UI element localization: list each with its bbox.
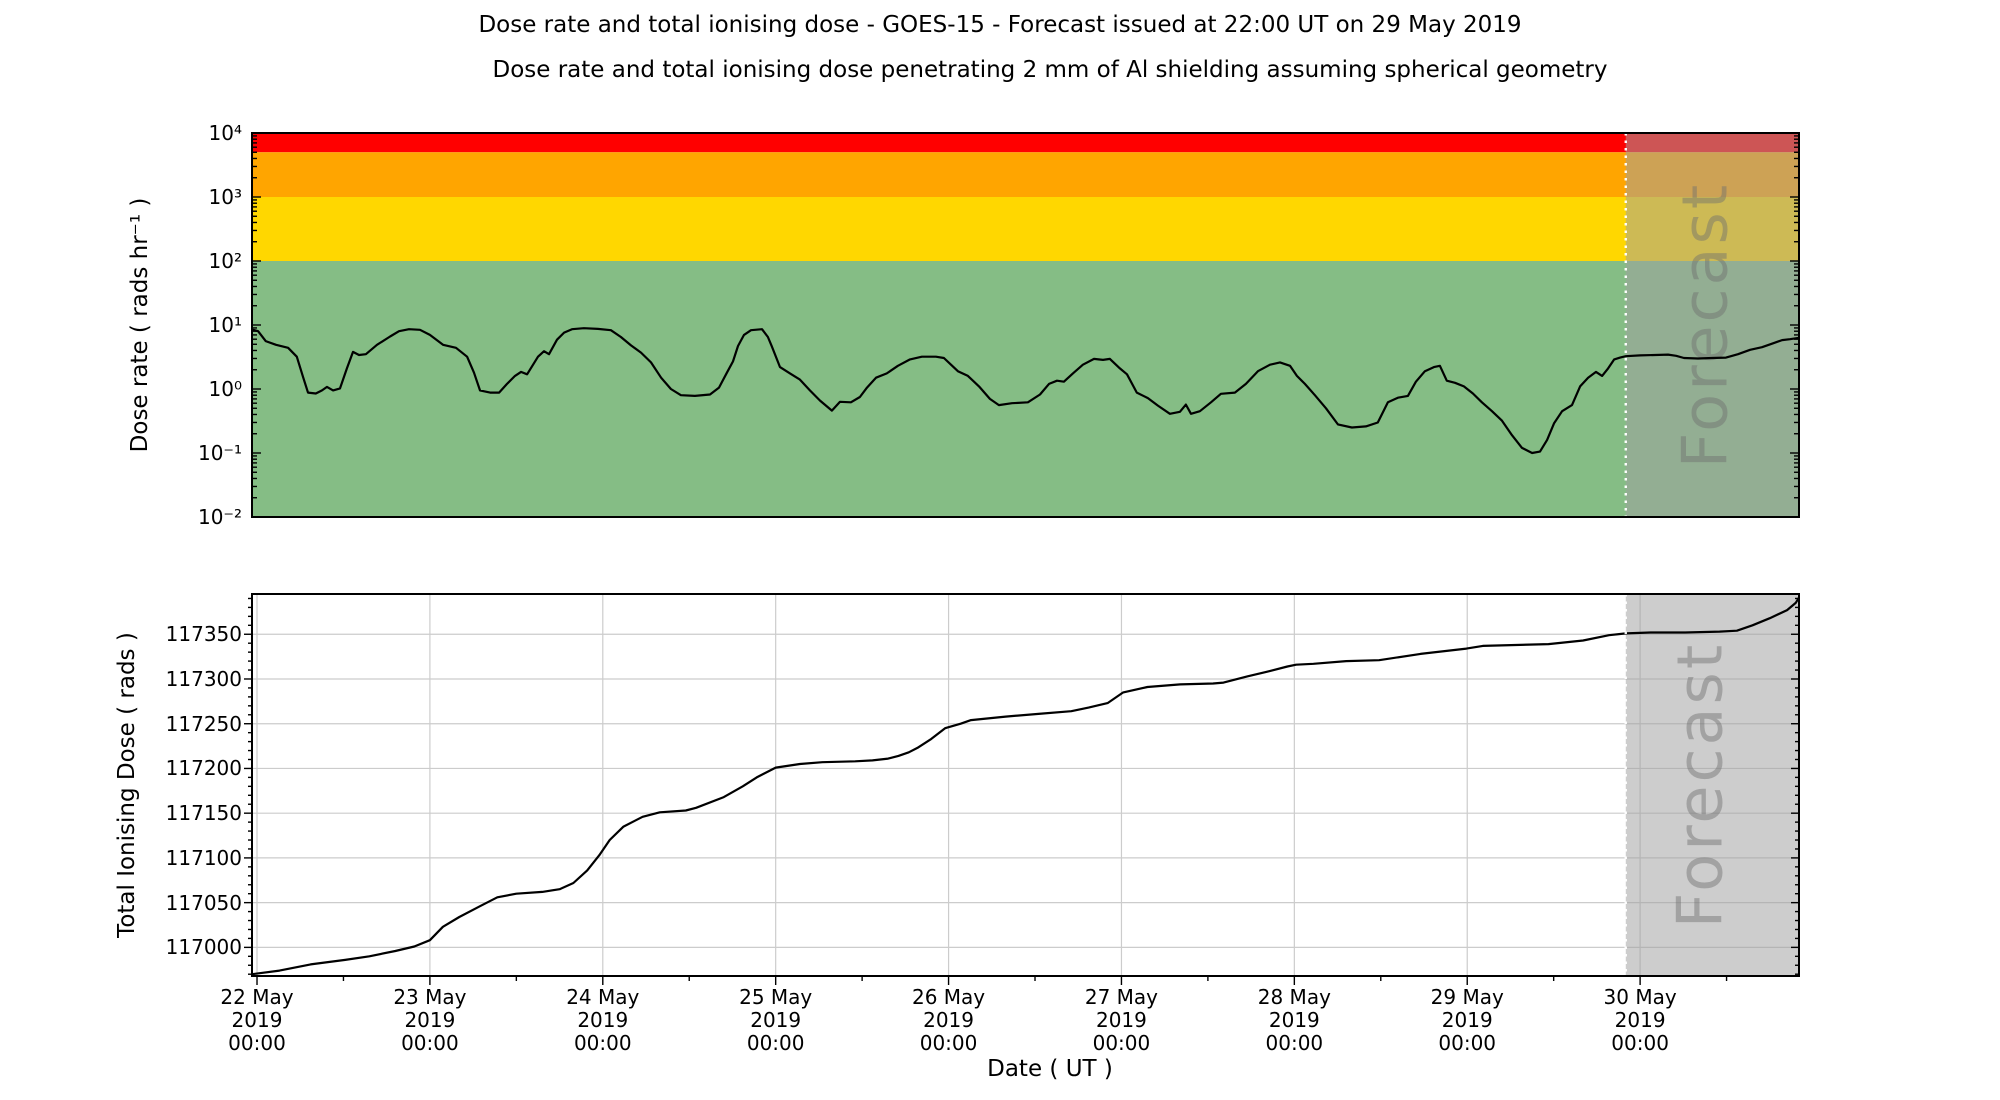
- total-dose-y-tick-label: 117000: [165, 935, 242, 960]
- dose-rate-y-tick-label: 10⁰: [208, 377, 242, 401]
- dose-rate-y-tick-label: 10²: [208, 249, 242, 273]
- x-tick-label: 22 May 2019 00:00: [220, 985, 294, 1055]
- x-tick-label: 29 May 2019 00:00: [1430, 985, 1504, 1055]
- forecast-watermark-top: Forecast: [1669, 182, 1742, 468]
- x-tick-label: 30 May 2019 00:00: [1603, 985, 1677, 1055]
- dose-rate-y-tick-label: 10⁻²: [197, 505, 242, 529]
- total-dose-y-tick-label: 117200: [165, 756, 242, 781]
- dose-rate-frame: [251, 132, 1800, 518]
- dose-rate-y-tick-label: 10⁻¹: [197, 441, 242, 465]
- date-axis-label: Date ( UT ): [987, 1056, 1113, 1082]
- x-tick-label: 25 May 2019 00:00: [739, 985, 813, 1055]
- forecast-watermark-bottom: Forecast: [1664, 642, 1737, 928]
- band-yellow-alert: [252, 197, 1799, 261]
- total-dose-y-tick-label: 117050: [165, 890, 242, 915]
- total-dose-y-tick-label: 117150: [165, 801, 242, 826]
- forecast-region-bottom: [1625, 594, 1799, 976]
- total-dose-ticks: [244, 597, 1799, 985]
- total-dose-y-tick-label: 117250: [165, 711, 242, 736]
- total-dose-line: [251, 597, 1800, 976]
- x-tick-label: 24 May 2019 00:00: [566, 985, 640, 1055]
- dose-rate-y-tick-label: 10³: [208, 185, 242, 209]
- total-dose-grid: [252, 594, 1799, 976]
- dose-rate-y-tick-label: 10¹: [208, 313, 242, 337]
- x-tick-label: 27 May 2019 00:00: [1084, 985, 1159, 1055]
- total-dose-y-tick-label: 117350: [165, 622, 242, 647]
- total-dose-y-tick-label: 117300: [165, 666, 242, 691]
- total-dose-frame: [251, 593, 1800, 977]
- dose-rate-line: [251, 327, 1800, 455]
- x-tick-label: 28 May 2019 00:00: [1257, 985, 1331, 1055]
- dose-rate-y-tick-label: 10⁴: [208, 121, 242, 145]
- x-tick-label: 26 May 2019 00:00: [911, 985, 986, 1055]
- band-green-nominal: [252, 261, 1799, 517]
- band-orange-alert: [252, 152, 1799, 197]
- axes-subtitle: Dose rate and total ionising dose penetr…: [492, 57, 1608, 83]
- total-dose-y-tick-label: 117100: [165, 845, 242, 870]
- forecast-region-top: [1625, 133, 1799, 517]
- x-tick-label: 23 May 2019 00:00: [393, 985, 467, 1055]
- figure-title: Dose rate and total ionising dose - GOES…: [478, 12, 1522, 38]
- band-red-alert: [252, 133, 1799, 153]
